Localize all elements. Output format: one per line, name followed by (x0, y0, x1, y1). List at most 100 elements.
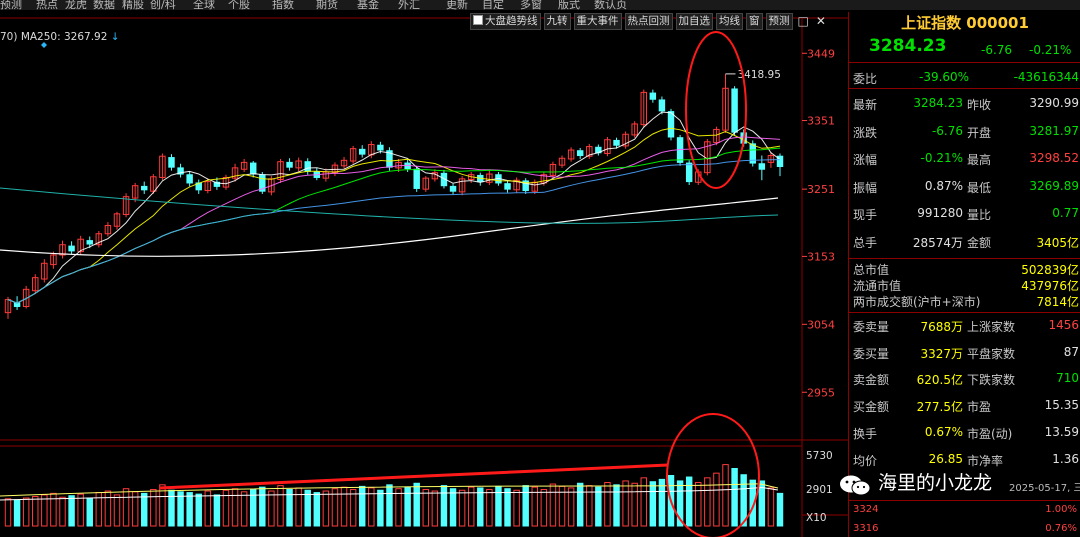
nav-item[interactable]: 指数 (272, 0, 294, 10)
volume-bar (413, 482, 420, 527)
quote-label: 量比 (967, 208, 992, 222)
candle-body (41, 262, 48, 280)
candle-body (604, 139, 611, 154)
quote-value: 3269.89 (1029, 178, 1079, 193)
quote-value: 1.36 (1052, 451, 1079, 466)
volume-bar (377, 489, 384, 527)
candle-body (358, 148, 366, 155)
volume-bar (240, 491, 248, 527)
volume-bar (13, 499, 21, 527)
quote-value: 3327万 (920, 346, 963, 361)
nav-item[interactable]: 更新 (446, 0, 468, 10)
nav-item[interactable]: 数据 (93, 0, 115, 10)
market-label: 两市成交额(沪市+深市) (853, 295, 981, 309)
volume-bar (313, 492, 321, 527)
quote-value: 620.5亿 (916, 373, 963, 388)
quote-label: 涨幅 (853, 153, 878, 167)
nav-item[interactable]: 基金 (357, 0, 379, 10)
volume-bar (141, 492, 148, 527)
candle-body (449, 185, 457, 192)
mini-pct-1: 1.00% (1045, 504, 1077, 515)
nav-item[interactable]: 创/科 (150, 0, 176, 10)
nav-item[interactable]: 热点 (36, 0, 58, 10)
checkbox-icon[interactable] (473, 14, 483, 25)
hot-backtest-button[interactable]: 热点回测 (624, 12, 673, 30)
candle-body (141, 185, 148, 191)
candle-body (22, 288, 30, 307)
nav-item[interactable]: 多窗 (520, 0, 542, 10)
volume-bar (68, 495, 75, 527)
nav-item[interactable]: 期货 (316, 0, 338, 10)
candle-body (77, 238, 84, 253)
volume-bar (740, 474, 747, 527)
candle-body (213, 181, 221, 187)
nav-item[interactable]: 自定 (482, 0, 504, 10)
nav-item[interactable]: 外汇 (398, 0, 420, 10)
volume-bar (331, 488, 339, 527)
quote-value: 277.5亿 (916, 400, 963, 415)
weibi-value: -43616344 (1013, 70, 1079, 84)
volume-tick-label: 2901 (806, 484, 833, 496)
candle-body (50, 254, 57, 266)
candle-body (513, 179, 520, 191)
add-watchlist-button[interactable]: 加自选 (675, 12, 713, 30)
close-icon[interactable]: ✕ (815, 14, 826, 28)
volume-bar (695, 481, 702, 527)
arrow-down-icon: ↓ (110, 31, 120, 43)
candle-body (277, 161, 284, 181)
nine-turn-button[interactable]: 九转 (543, 12, 571, 30)
volume-bar (86, 497, 93, 527)
volume-bar (513, 489, 520, 527)
volume-bar (567, 487, 575, 527)
volume-bar (776, 492, 784, 527)
nav-item[interactable]: 精股 (122, 0, 144, 10)
candle-body (104, 225, 112, 235)
quote-label: 委卖量 (853, 320, 890, 334)
quote-value: 7688万 (920, 320, 963, 334)
nav-item[interactable]: 个股 (228, 0, 250, 10)
volume-tick-label: X10 (806, 512, 827, 524)
nav-item[interactable]: 数认页 (594, 0, 627, 10)
volume-bar (4, 498, 12, 527)
window-button[interactable]: 窗 (746, 12, 763, 30)
nav-item[interactable]: 版式 (558, 0, 580, 10)
ma-legend: 70) MA250: 3267.92 ↓ (0, 31, 120, 43)
volume-bar (50, 492, 57, 527)
trend-line-toggle[interactable]: 大盘趋势线 (470, 12, 541, 30)
candle-body (349, 148, 357, 162)
volume-bar (286, 488, 293, 527)
price-chart[interactable]: 3449 3351 3251 3153 3054 2955 3418.95 5730 2901 X… (0, 12, 848, 537)
candle-body (731, 88, 738, 133)
candle-body (186, 174, 193, 184)
volume-bar (349, 488, 357, 527)
annotation-line (159, 463, 669, 490)
y-tick-label: 3054 (807, 318, 835, 331)
candle-body (622, 133, 629, 147)
nav-item[interactable]: 预测 (0, 0, 22, 10)
volume-bar (277, 485, 284, 527)
volume-bar (449, 488, 457, 527)
volume-bar (22, 497, 30, 527)
candle-body (377, 144, 384, 151)
divider (849, 500, 1080, 501)
volume-bar (322, 490, 330, 527)
quote-label: 总手 (853, 235, 878, 250)
candle-body (32, 277, 39, 292)
volume-bar (658, 478, 666, 527)
candle-body (168, 157, 175, 168)
forecast-button[interactable]: 预测 (765, 12, 793, 30)
volume-bar (395, 488, 402, 527)
restore-window-icon[interactable]: □ (797, 14, 809, 28)
quote-label: 市盈 (967, 400, 992, 415)
major-events-button[interactable]: 重大事件 (573, 12, 622, 30)
nav-item[interactable]: 龙虎 (65, 0, 87, 10)
volume-tick-label: 5730 (806, 450, 833, 462)
trend-line-label: 大盘趋势线 (485, 14, 538, 27)
ma-button[interactable]: 均线 (716, 12, 743, 30)
candle-body (231, 167, 239, 179)
y-tick-label: 3153 (807, 250, 835, 263)
candle-body (558, 157, 566, 166)
volume-bar (368, 487, 375, 527)
candle-body (159, 155, 166, 178)
nav-item[interactable]: 全球 (193, 0, 215, 10)
